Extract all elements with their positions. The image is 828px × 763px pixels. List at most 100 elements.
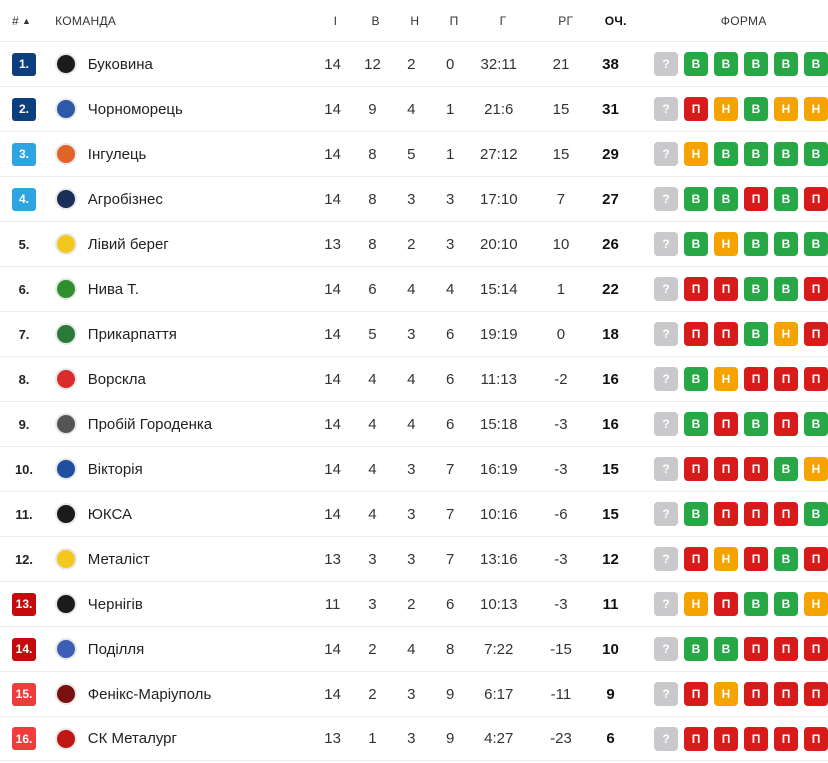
form-badge[interactable]: ? — [654, 232, 678, 256]
header-goal-diff[interactable]: РГ — [558, 13, 574, 28]
form-badge[interactable]: П — [804, 547, 828, 571]
team-name[interactable]: Ворскла — [87, 370, 146, 388]
form-badge[interactable]: Н — [714, 682, 738, 706]
form-badge[interactable]: ? — [654, 726, 678, 751]
form-badge[interactable]: В — [744, 232, 768, 256]
form-badge[interactable]: В — [744, 277, 768, 301]
form-badge[interactable]: В — [684, 502, 708, 526]
header-won[interactable]: В — [371, 13, 380, 28]
form-badge[interactable]: П — [804, 726, 828, 751]
form-badge[interactable]: В — [714, 142, 738, 166]
form-badge[interactable]: П — [714, 277, 738, 301]
form-badge[interactable]: В — [774, 187, 798, 211]
team-name[interactable]: Буковина — [87, 55, 153, 73]
form-badge[interactable]: ? — [654, 187, 678, 211]
form-badge[interactable]: П — [804, 322, 828, 346]
form-badge[interactable]: ? — [654, 277, 678, 301]
team-logo-icon[interactable] — [55, 188, 78, 210]
form-badge[interactable]: В — [684, 52, 708, 76]
form-badge[interactable]: ? — [654, 52, 678, 76]
table-row[interactable]: 3. Інгулець 14 8 5 1 27:12 15 29 ? Н В В В В — [0, 131, 828, 176]
form-badge[interactable]: П — [684, 97, 708, 121]
form-badge[interactable]: В — [714, 187, 738, 211]
form-badge[interactable]: В — [774, 142, 798, 166]
form-badge[interactable]: П — [744, 637, 768, 661]
form-badge[interactable]: В — [804, 142, 828, 166]
team-name[interactable]: Фенікс-Маріуполь — [87, 685, 212, 703]
form-badge[interactable]: П — [744, 187, 768, 211]
form-badge[interactable]: В — [774, 232, 798, 256]
table-row[interactable]: 6. Нива Т. 14 6 4 4 15:14 1 22 ? П П В В П — [0, 266, 828, 311]
team-logo-icon[interactable] — [55, 548, 78, 570]
team-logo-icon[interactable] — [55, 368, 78, 390]
form-badge[interactable]: П — [684, 322, 708, 346]
table-row[interactable]: 7. Прикарпаття 14 5 3 6 19:19 0 18 ? П П В Н… — [0, 311, 828, 356]
form-badge[interactable]: ? — [654, 322, 678, 346]
form-badge[interactable]: П — [744, 682, 768, 706]
form-badge[interactable]: В — [804, 502, 828, 526]
form-badge[interactable]: В — [714, 52, 738, 76]
team-name[interactable]: Чорноморець — [87, 100, 183, 118]
table-row[interactable]: 10. Вікторія 14 4 3 7 16:19 -3 15 ? П П П В Н — [0, 446, 828, 491]
team-name[interactable]: СК Металург — [87, 730, 177, 747]
form-badge[interactable]: П — [774, 367, 798, 391]
form-badge[interactable]: В — [774, 547, 798, 571]
form-badge[interactable]: ? — [654, 637, 678, 661]
form-badge[interactable]: В — [744, 322, 768, 346]
form-badge[interactable]: Н — [714, 367, 738, 391]
header-lost[interactable]: П — [449, 13, 459, 28]
team-logo-icon[interactable] — [55, 323, 78, 345]
form-badge[interactable]: В — [774, 592, 798, 616]
form-badge[interactable]: П — [804, 682, 828, 706]
table-row[interactable]: 8. Ворскла 14 4 4 6 11:13 -2 16 ? В Н П П П — [0, 356, 828, 401]
form-badge[interactable]: П — [714, 726, 738, 751]
form-badge[interactable]: ? — [654, 457, 678, 481]
team-logo-icon[interactable] — [55, 413, 78, 435]
team-logo-icon[interactable] — [55, 53, 78, 75]
form-badge[interactable]: ? — [654, 682, 678, 706]
team-name[interactable]: Вікторія — [87, 460, 143, 478]
form-badge[interactable]: В — [714, 637, 738, 661]
team-name[interactable]: Пробій Городенка — [87, 415, 213, 433]
team-name[interactable]: Нива Т. — [87, 280, 139, 298]
form-badge[interactable]: П — [714, 322, 738, 346]
form-badge[interactable]: ? — [654, 502, 678, 526]
form-badge[interactable]: П — [744, 502, 768, 526]
form-badge[interactable]: П — [804, 637, 828, 661]
form-badge[interactable]: Н — [804, 97, 828, 121]
form-badge[interactable]: П — [684, 277, 708, 301]
header-draw[interactable]: Н — [410, 13, 420, 28]
team-logo-icon[interactable] — [55, 683, 78, 705]
form-badge[interactable]: П — [744, 547, 768, 571]
form-badge[interactable]: ? — [654, 142, 678, 166]
form-badge[interactable]: В — [774, 457, 798, 481]
team-name[interactable]: Металіст — [87, 550, 150, 568]
table-row[interactable]: 11. ЮКСА 14 4 3 7 10:16 -6 15 ? В П П П В — [0, 491, 828, 536]
form-badge[interactable]: В — [804, 52, 828, 76]
team-logo-icon[interactable] — [55, 98, 78, 120]
team-logo-icon[interactable] — [55, 593, 78, 615]
table-row[interactable]: 4. Агробізнес 14 8 3 3 17:10 7 27 ? В В П В П — [0, 176, 828, 221]
team-name[interactable]: Поділля — [87, 640, 145, 658]
form-badge[interactable]: Н — [684, 592, 708, 616]
form-badge[interactable]: П — [774, 726, 798, 751]
form-badge[interactable]: Н — [804, 457, 828, 481]
header-points[interactable]: ОЧ. — [604, 13, 627, 28]
form-badge[interactable]: П — [714, 412, 738, 436]
team-name[interactable]: Прикарпаття — [87, 325, 177, 343]
team-logo-icon[interactable] — [55, 278, 78, 300]
form-badge[interactable]: В — [744, 97, 768, 121]
form-badge[interactable]: П — [804, 277, 828, 301]
table-row[interactable]: 9. Пробій Городенка 14 4 4 6 15:18 -3 16… — [0, 401, 828, 446]
team-logo-icon[interactable] — [55, 638, 78, 660]
form-badge[interactable]: В — [744, 592, 768, 616]
form-badge[interactable]: В — [744, 52, 768, 76]
team-logo-icon[interactable] — [55, 233, 78, 255]
form-badge[interactable]: П — [714, 502, 738, 526]
form-badge[interactable]: П — [714, 592, 738, 616]
team-logo-icon[interactable] — [55, 458, 78, 480]
form-badge[interactable]: П — [774, 412, 798, 436]
header-goals[interactable]: Г — [499, 13, 507, 28]
form-badge[interactable]: В — [744, 142, 768, 166]
form-badge[interactable]: П — [744, 367, 768, 391]
